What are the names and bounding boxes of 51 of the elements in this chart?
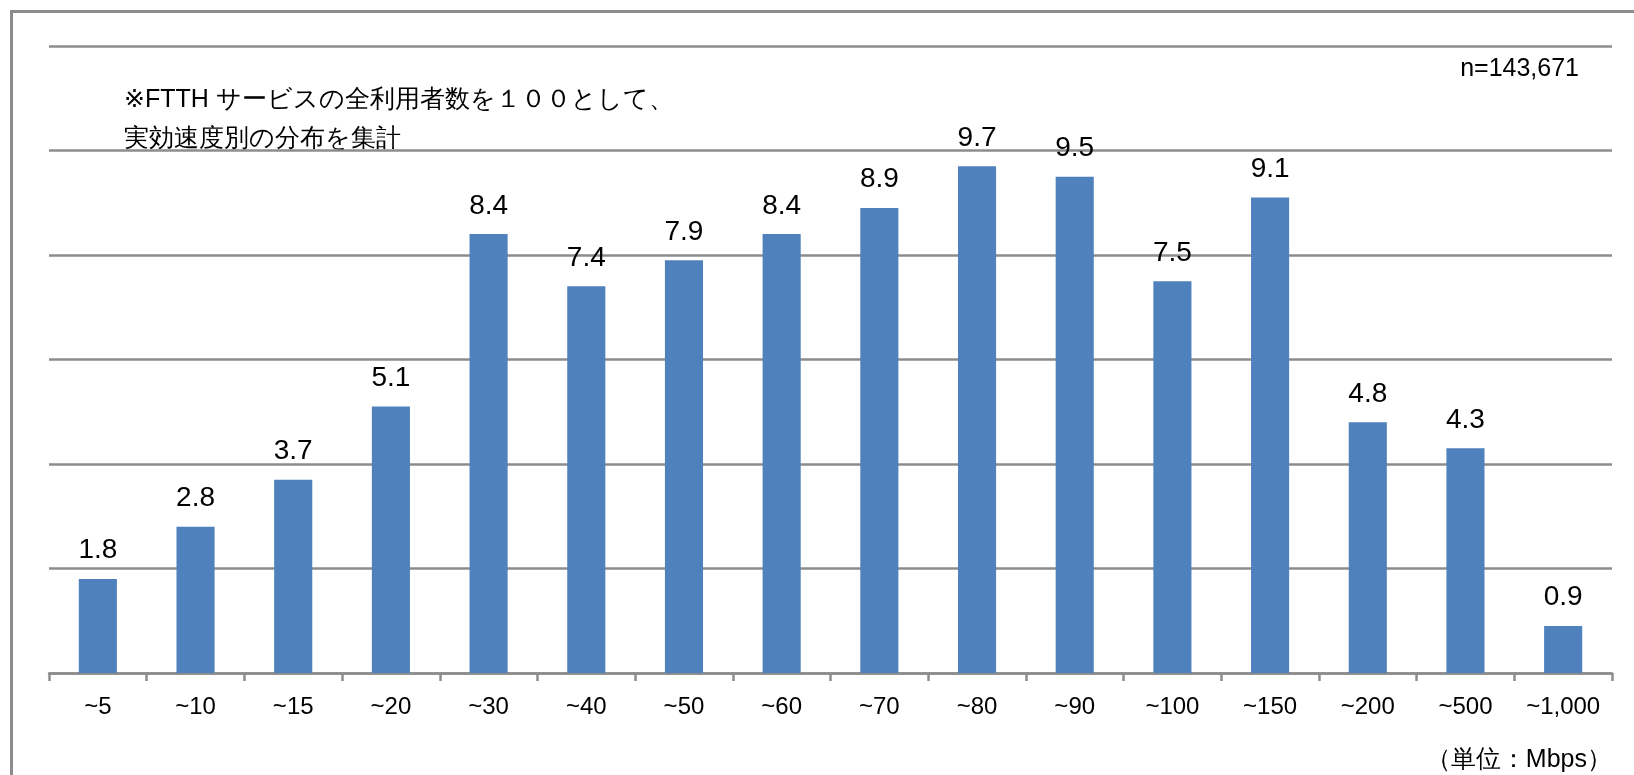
data-label: 9.5 — [1055, 131, 1095, 163]
x-axis-title: （単位：Mbps） — [1425, 744, 1612, 772]
annotation: ※FTTH サービスの全利用者数を１００として、実効速度別の分布を集計 — [124, 83, 674, 151]
x-tick-label: ~5 — [84, 691, 112, 719]
x-tick-label: ~15 — [272, 691, 314, 719]
data-label: 1.8 — [78, 533, 118, 565]
data-label: 9.1 — [1250, 152, 1290, 184]
bar — [860, 207, 899, 673]
x-tick-label: ~80 — [956, 691, 998, 719]
data-label: 5.1 — [371, 361, 411, 393]
bar — [567, 286, 606, 673]
data-label: 9.7 — [957, 120, 997, 152]
x-tick-label: ~50 — [663, 691, 705, 719]
x-tick-label: ~100 — [1145, 691, 1200, 719]
bar — [762, 234, 801, 673]
data-label: 7.5 — [1152, 235, 1192, 267]
x-tick-label: ~90 — [1054, 691, 1096, 719]
data-label: 8.4 — [762, 188, 802, 220]
x-tick-label: ~40 — [565, 691, 607, 719]
bar — [957, 166, 997, 673]
bar — [664, 260, 704, 673]
data-label: 8.9 — [859, 162, 899, 194]
data-label: 4.3 — [1446, 402, 1485, 434]
x-tick-label: ~20 — [370, 691, 412, 719]
bar — [1055, 176, 1094, 673]
x-tick-label: ~1,000 — [1526, 691, 1601, 719]
x-tick-label: ~200 — [1340, 691, 1395, 719]
bar — [1544, 625, 1583, 673]
x-tick-label: ~150 — [1243, 691, 1298, 719]
bar — [78, 578, 117, 673]
data-label: 3.7 — [273, 434, 313, 466]
annotation: n=143,671 — [1460, 53, 1579, 81]
x-tick-label: ~70 — [858, 691, 900, 719]
bar — [274, 479, 313, 673]
data-label: 8.4 — [469, 188, 509, 220]
bar — [1446, 448, 1485, 673]
x-tick-label: ~10 — [175, 691, 216, 719]
data-label: 4.8 — [1348, 376, 1388, 408]
bar — [1348, 422, 1387, 673]
data-label: 2.8 — [176, 481, 215, 513]
x-tick-label: ~500 — [1438, 691, 1493, 719]
bar — [469, 234, 508, 673]
bar — [176, 526, 215, 673]
x-tick-label: ~60 — [761, 691, 803, 719]
bar — [371, 406, 410, 673]
data-label: 7.9 — [664, 214, 704, 246]
x-tick-label: ~30 — [468, 691, 509, 719]
data-label: 7.4 — [566, 240, 606, 272]
data-label: 0.9 — [1543, 580, 1583, 612]
bar — [1251, 197, 1290, 673]
bar — [1153, 281, 1192, 673]
